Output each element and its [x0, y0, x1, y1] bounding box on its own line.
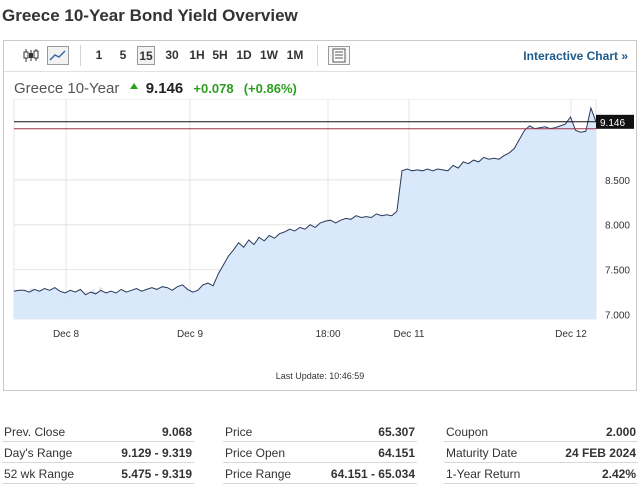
stat-row: Day's Range 9.129 - 9.319 — [2, 443, 194, 463]
stat-row: 1-Year Return 2.42% — [444, 464, 638, 484]
y-tick-label: 7.000 — [605, 311, 630, 322]
page-title: Greece 10-Year Bond Yield Overview — [2, 6, 298, 25]
y-tick-label: 8.000 — [605, 221, 630, 232]
stat-label: Price Range — [225, 467, 292, 481]
price-change: +0.078 — [193, 81, 234, 96]
stat-row: Maturity Date 24 FEB 2024 — [444, 443, 638, 463]
stat-row: Coupon 2.000 — [444, 422, 638, 442]
stat-row: Price Open 64.151 — [223, 443, 417, 463]
stat-value: 65.307 — [378, 425, 415, 439]
line-chart-icon[interactable] — [47, 46, 69, 65]
stat-row: Price 65.307 — [223, 422, 417, 442]
series-line — [13, 106, 597, 296]
x-tick-label: Dec 11 — [394, 329, 425, 340]
period-button-30[interactable]: 30 — [165, 48, 179, 62]
stat-row: Price Range 64.151 - 65.034 — [223, 464, 417, 484]
quote-line: Greece 10-Year 9.146 +0.078 (+0.86%) — [14, 80, 297, 97]
x-tick-label: Dec 9 — [177, 329, 204, 340]
stat-label: Prev. Close — [4, 425, 66, 439]
period-button-5[interactable]: 5 — [119, 48, 127, 62]
stat-label: Price Open — [225, 446, 286, 460]
stat-value: 2.42% — [601, 467, 636, 481]
period-button-1[interactable]: 1 — [95, 48, 103, 62]
stat-label: Coupon — [446, 425, 489, 439]
stat-row: 52 wk Range 5.475 - 9.319 — [2, 464, 194, 484]
current-price-label: 9.146 — [600, 118, 625, 129]
y-tick-label: 8.500 — [605, 176, 630, 187]
panel-icon[interactable] — [328, 46, 350, 65]
period-button-5h[interactable]: 5H — [212, 48, 228, 62]
toolbar-divider — [80, 45, 81, 66]
stat-label: 52 wk Range — [4, 467, 75, 481]
period-button-1h[interactable]: 1H — [189, 48, 205, 62]
up-arrow-icon — [129, 83, 138, 89]
period-button-1d[interactable]: 1D — [236, 48, 252, 62]
area-fill — [14, 108, 596, 319]
x-tick-label: 18:00 — [315, 329, 340, 340]
stat-label: Maturity Date — [446, 446, 518, 460]
current-price-tag — [596, 114, 634, 129]
last-update: Last Update: 10:46:59 — [275, 371, 365, 381]
stat-value: 5.475 - 9.319 — [121, 467, 192, 481]
stat-value: 24 FEB 2024 — [565, 446, 636, 460]
x-tick-label: Dec 8 — [53, 329, 80, 340]
instrument-name: Greece 10-Year — [14, 80, 120, 97]
price-change-percent: (+0.86%) — [243, 81, 297, 96]
chart-toolbar: 1 5 15 30 1H 5H 1D 1W 1M Interactive Chart » — [4, 41, 636, 72]
period-button-1m[interactable]: 1M — [286, 48, 304, 62]
stat-row: Prev. Close 9.068 — [2, 422, 194, 442]
stat-value: 9.129 - 9.319 — [121, 446, 192, 460]
x-tick-label: Dec 12 — [555, 329, 587, 340]
interactive-chart-link[interactable]: Interactive Chart » — [523, 49, 628, 63]
stat-value: 64.151 — [378, 446, 415, 460]
stat-value: 2.000 — [605, 425, 636, 439]
stat-value: 64.151 - 65.034 — [330, 467, 415, 481]
chart-panel: 1 5 15 30 1H 5H 1D 1W 1M Interactive Chart » Gre… — [3, 40, 637, 391]
y-tick-label: 7.500 — [605, 266, 630, 277]
stat-label: Price — [225, 425, 253, 439]
stat-label: Day's Range — [4, 446, 73, 460]
candlestick-icon[interactable] — [20, 46, 42, 65]
last-price: 9.146 — [145, 80, 184, 97]
toolbar-divider — [317, 45, 318, 66]
price-chart[interactable]: 7.000 7.500 8.000 8.500 Dec 8 Dec 9 18:00 Dec 1… — [4, 99, 636, 369]
period-button-15[interactable]: 15 — [137, 46, 155, 65]
stat-label: 1-Year Return — [446, 467, 521, 481]
stat-value: 9.068 — [161, 425, 192, 439]
period-button-1w[interactable]: 1W — [260, 48, 278, 62]
